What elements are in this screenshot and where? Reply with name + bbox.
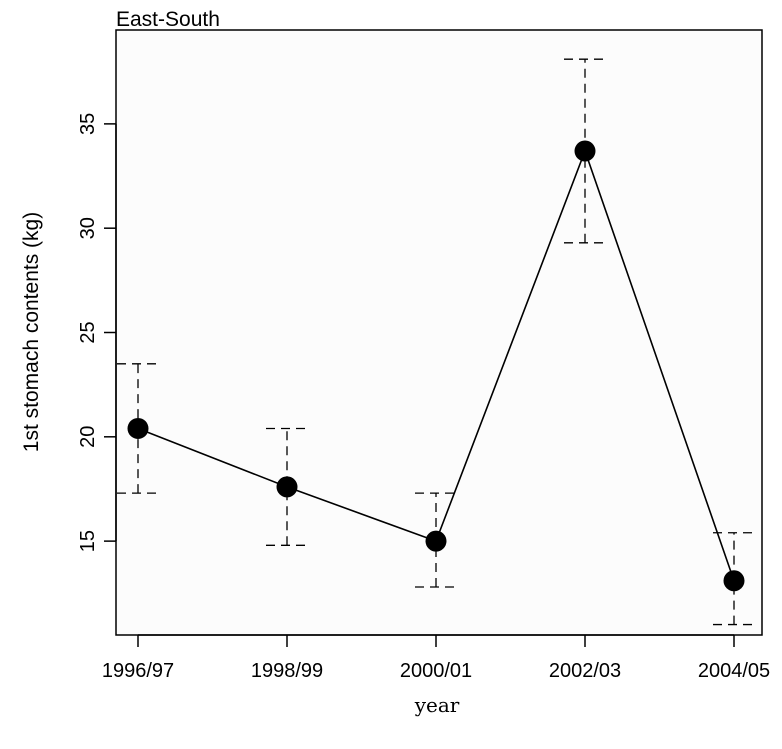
y-axis: 15 20 25 30 35 [77,113,117,552]
data-point [574,140,596,162]
y-tick-label: 30 [77,217,99,239]
x-axis: 1996/97 1998/99 2000/01 2002/03 2004/05 [102,634,770,682]
x-axis-title: year [414,693,460,717]
y-tick-label: 15 [77,530,99,552]
y-axis-title: 1st stomach contents (kg) [20,212,43,452]
error-bars [117,58,755,626]
x-tick-label: 1996/97 [102,660,174,682]
data-points [127,140,745,592]
chart-title: East-South [116,8,220,31]
y-tick-label: 25 [77,321,99,343]
y-tick-label: 20 [77,426,99,448]
x-tick-label: 1998/99 [251,660,323,682]
x-tick-label: 2002/03 [549,660,621,682]
x-tick-label: 2000/01 [400,660,472,682]
x-tick-label: 2004/05 [698,660,770,682]
data-point [723,570,745,592]
data-point [276,476,298,498]
y-tick-label: 35 [77,113,99,135]
data-point [425,530,447,552]
data-point [127,417,149,439]
